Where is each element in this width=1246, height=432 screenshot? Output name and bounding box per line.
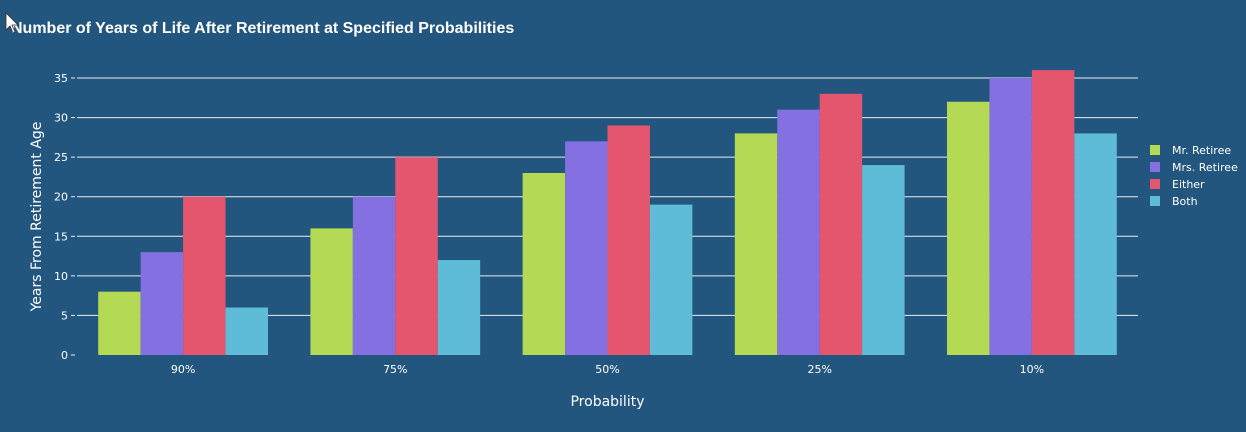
y-tick-label: 35: [54, 72, 68, 85]
legend-label: Mr. Retiree: [1172, 144, 1231, 157]
legend-swatch: [1150, 196, 1160, 206]
bar-either-50pct: [607, 125, 650, 355]
x-tick-label: 25%: [807, 363, 831, 376]
y-tick-label: 25: [54, 151, 68, 164]
y-tick-label: 30: [54, 112, 68, 125]
bar-mr-retiree-10pct: [947, 101, 990, 355]
x-tick-label: 10%: [1020, 363, 1044, 376]
y-tick-label: 0: [61, 349, 68, 362]
legend-swatch: [1150, 145, 1160, 155]
bar-both-10pct: [1074, 133, 1117, 355]
bar-mrs-retiree-25pct: [777, 109, 820, 356]
bar-mr-retiree-90pct: [98, 291, 141, 355]
bar-either-10pct: [1031, 70, 1075, 355]
bar-mrs-retiree-50pct: [565, 141, 608, 355]
y-axis-title: Years From Retirement Age: [29, 122, 45, 313]
bar-either-75pct: [395, 157, 438, 355]
bar-both-50pct: [649, 204, 693, 355]
bar-mr-retiree-50pct: [522, 172, 566, 355]
legend-swatch: [1150, 162, 1160, 172]
y-tick-label: 15: [54, 230, 68, 243]
legend-label: Both: [1172, 195, 1198, 208]
bar-either-25pct: [819, 93, 863, 355]
x-axis-title: Probability: [570, 394, 644, 410]
bar-mrs-retiree-90pct: [140, 252, 184, 355]
y-tick-label: 10: [54, 270, 68, 283]
mouse-cursor-icon: [5, 12, 19, 34]
bar-mr-retiree-25pct: [734, 133, 778, 355]
x-tick-label: 90%: [171, 363, 195, 376]
chart-title: Number of Years of Life After Retirement…: [11, 20, 515, 37]
legend-label: Mrs. Retiree: [1172, 161, 1238, 174]
bar-mrs-retiree-10pct: [989, 78, 1032, 355]
y-tick-label: 5: [61, 309, 68, 322]
x-tick-label: 75%: [383, 363, 407, 376]
legend-label: Either: [1172, 178, 1205, 191]
bar-both-90pct: [225, 307, 268, 355]
legend-swatch: [1150, 179, 1160, 189]
bar-mrs-retiree-75pct: [352, 196, 396, 355]
y-tick-label: 20: [54, 191, 68, 204]
bar-both-25pct: [862, 165, 905, 355]
bar-mr-retiree-75pct: [310, 228, 353, 355]
bar-both-75pct: [437, 260, 481, 355]
x-tick-label: 50%: [595, 363, 619, 376]
bar-either-90pct: [183, 196, 226, 355]
